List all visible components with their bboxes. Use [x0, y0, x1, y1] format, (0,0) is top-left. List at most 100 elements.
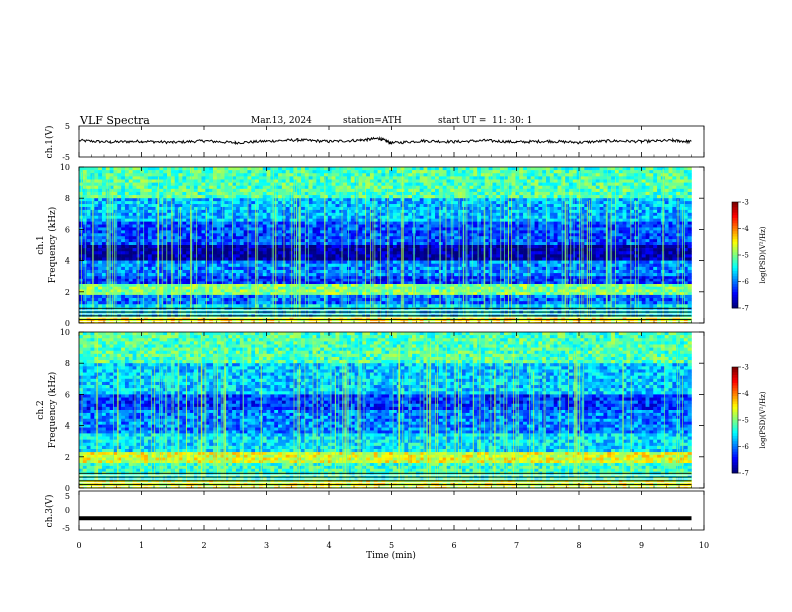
spectrogram-cell	[484, 170, 489, 174]
spectrogram-cell	[419, 173, 424, 177]
spectrogram-cell	[124, 173, 130, 177]
spectrogram-cell	[308, 185, 313, 190]
spectrogram-cell	[649, 167, 654, 171]
spectrogram-cell	[381, 212, 386, 217]
spectrogram-cell	[117, 254, 122, 258]
spectrogram-cell	[121, 195, 126, 199]
spectrogram-cell	[519, 218, 524, 222]
spectrogram-cell	[634, 201, 639, 205]
spectrogram-cell	[396, 242, 401, 246]
spectrogram-cell	[186, 242, 191, 246]
spectrogram-cell	[258, 242, 264, 246]
spectrogram-cell	[515, 254, 520, 258]
spectrogram-cell	[572, 182, 577, 187]
spectrogram-cell	[511, 167, 516, 171]
spectrogram-cell	[653, 245, 658, 249]
spectrogram-cell	[247, 182, 252, 187]
spectrogram-cell	[446, 254, 451, 258]
spectrogram-cell	[622, 224, 627, 228]
spectrogram-cell	[435, 254, 440, 258]
spectrogram-cell	[653, 204, 658, 208]
spectrogram-cell	[530, 227, 535, 231]
spectrogram-cell	[209, 185, 214, 190]
spectrogram-cell	[301, 233, 306, 237]
spectrogram-cell	[637, 206, 643, 211]
spectrogram-cell	[389, 224, 394, 228]
spectrogram-cell	[584, 227, 589, 231]
spectrogram-cell	[561, 239, 566, 243]
spectrogram-cell	[197, 212, 202, 217]
spectrogram-cell	[144, 218, 149, 222]
spectrogram-cell	[553, 209, 558, 214]
spectrogram-cell	[320, 185, 325, 190]
spectrogram-cell	[538, 212, 543, 217]
spectrogram-cell	[649, 233, 654, 237]
spectrogram-cell	[239, 251, 244, 255]
spectrogram-cell	[197, 236, 202, 240]
spectrogram-cell	[235, 179, 241, 183]
spectrogram-cell	[201, 245, 206, 249]
spectrogram-cell	[132, 239, 137, 243]
spectrogram-cell	[301, 167, 306, 171]
spectrogram-cell	[530, 198, 535, 202]
spectrogram-cell	[163, 248, 168, 252]
spectrogram-cell	[576, 218, 581, 222]
spectrogram-cell	[132, 201, 137, 205]
spectrogram-cell	[301, 204, 306, 208]
spectrogram-cell	[595, 212, 600, 217]
spectrogram-cell	[530, 221, 535, 225]
spectrogram-cell	[151, 251, 156, 255]
spectrogram-cell	[224, 218, 229, 222]
spectrogram-cell	[151, 209, 156, 214]
spectrogram-cell	[94, 215, 99, 219]
spectrogram-cell	[366, 245, 371, 249]
spectrogram-cell	[634, 233, 639, 237]
spectrogram-cell	[584, 167, 589, 171]
spectrogram-cell	[350, 188, 355, 193]
spectrogram-cell	[312, 188, 317, 193]
spectrogram-cell	[530, 212, 535, 217]
spectrogram-cell	[480, 188, 486, 193]
spectrogram-cell	[672, 245, 677, 249]
spectrogram-cell	[239, 173, 244, 177]
spectrogram-cell	[209, 188, 214, 193]
spectrogram-cell	[469, 179, 474, 183]
spectrogram-cell	[687, 209, 692, 214]
spectrogram-cell	[408, 251, 413, 255]
spectrogram-cell	[174, 179, 179, 183]
spectrogram-cell	[109, 221, 114, 225]
spectrogram-cell	[431, 179, 436, 183]
spectrogram-cell	[626, 251, 631, 255]
spectrogram-cell	[235, 242, 241, 246]
spectrogram-cell	[645, 221, 650, 225]
spectrogram-cell	[239, 227, 244, 231]
spectrogram-cell	[664, 227, 669, 231]
spectrogram-cell	[641, 227, 646, 231]
spectrogram-cell	[239, 176, 244, 180]
spectrogram-cell	[228, 239, 233, 243]
spectrogram-cell	[580, 170, 585, 174]
spectrogram-cell	[90, 170, 95, 174]
spectrogram-cell	[534, 230, 539, 234]
spectrogram-cell	[687, 257, 692, 261]
spectrogram-cell	[312, 242, 317, 246]
spectrogram-cell	[174, 206, 179, 211]
spectrogram-cell	[167, 198, 172, 202]
spectrogram-cell	[507, 195, 512, 199]
spectrogram-cell	[385, 182, 390, 187]
spectrogram-cell	[258, 185, 264, 190]
spectrogram-cell	[170, 224, 176, 228]
spectrogram-cell	[477, 227, 482, 231]
spectrogram-cell	[136, 221, 141, 225]
spectrogram-cell	[618, 204, 623, 208]
spectrogram-cell	[653, 198, 658, 202]
spectrogram-cell	[140, 167, 145, 171]
spectrogram-cell	[266, 230, 271, 234]
spectrogram-cell	[201, 182, 206, 187]
spectrogram-cell	[132, 182, 137, 187]
spectrogram-cell	[657, 195, 662, 199]
spectrogram-cell	[431, 212, 436, 217]
spectrogram-cell	[653, 212, 658, 217]
spectrogram-cell	[469, 185, 474, 190]
spectrogram-cell	[140, 179, 145, 183]
